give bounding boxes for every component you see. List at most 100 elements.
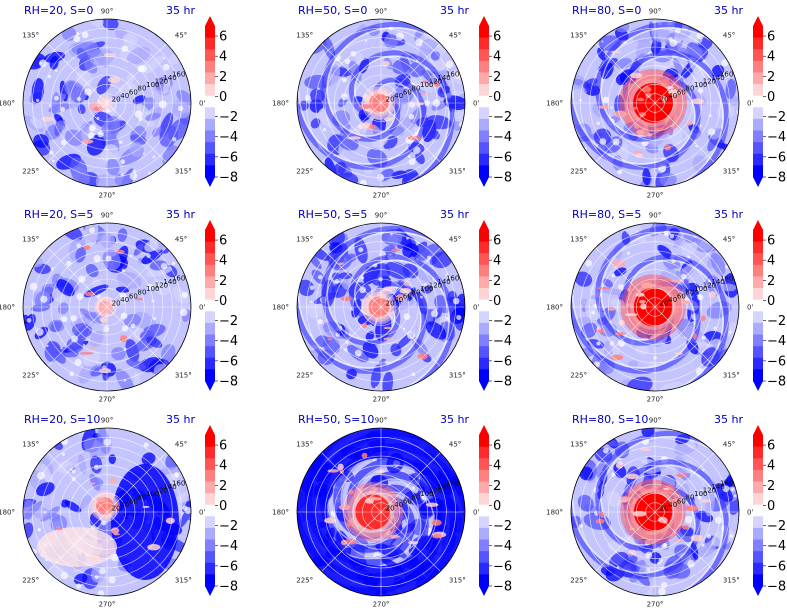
- contour-blob: [145, 112, 161, 121]
- contour-blob: [337, 463, 344, 471]
- panel-title: RH=80, S=0: [572, 4, 641, 17]
- colorbar-tick-label: −8: [493, 375, 512, 390]
- contour-blob: [64, 500, 82, 513]
- colorbar-tick-label: −8: [493, 171, 512, 186]
- contour-blob: [384, 360, 388, 364]
- contour-blob: [143, 442, 149, 448]
- contour-blob: [618, 496, 632, 502]
- grid-spoke: [47, 511, 108, 572]
- polar-frame: [296, 427, 466, 597]
- contour-blob: [36, 471, 45, 480]
- contour-blob: [23, 500, 43, 520]
- colorbar-swatch: [479, 516, 489, 529]
- contour-blob: [172, 286, 189, 305]
- contour-blob: [691, 98, 704, 105]
- colorbar-tick-label: −6: [219, 559, 238, 574]
- contour-blob: [341, 77, 347, 83]
- colorbar-tick-label: 6: [767, 234, 775, 249]
- colorbar-swatch: [479, 49, 489, 62]
- contour-blob: [64, 80, 87, 102]
- colorbar-tick-label: −8: [219, 375, 238, 390]
- angle-tick-label: 315°: [175, 371, 192, 379]
- colorbar-swatch: [753, 107, 763, 120]
- panel-time: 35 hr: [714, 4, 743, 17]
- polar-frame: [570, 18, 740, 188]
- contour-blob: [456, 314, 462, 320]
- colorbar-tick-label: −8: [219, 580, 238, 595]
- contour-blob: [602, 96, 610, 104]
- contour-blob: [370, 263, 391, 286]
- contour-blob: [603, 447, 609, 454]
- contour-blob: [406, 236, 409, 240]
- colorbar-swatch: [205, 446, 215, 459]
- polar-frame: [22, 18, 192, 188]
- contour-blob: [101, 520, 107, 526]
- colorbar: 6 4 2 0 −2 −4 −6 −8: [753, 425, 786, 596]
- contour-blob: [430, 130, 440, 140]
- angle-tick-label: 90°: [375, 8, 387, 16]
- colorbar-swatch: [479, 562, 489, 575]
- colorbar-tick-label: −8: [219, 171, 238, 186]
- contour-blob: [310, 300, 313, 303]
- colorbar-tick-label: 2: [767, 70, 775, 85]
- colorbar-swatch: [205, 435, 215, 448]
- colorbar-swatch: [479, 527, 489, 540]
- colorbar-tick-label: 0: [493, 90, 501, 105]
- contour-blob: [669, 39, 678, 47]
- colorbar-swatch: [753, 49, 763, 62]
- radial-tick-label: 140: [163, 74, 176, 82]
- contour-blob: [118, 140, 123, 145]
- contour-blob: [700, 498, 711, 503]
- radial-tick-label: 80: [137, 494, 146, 502]
- contour-blob: [647, 133, 653, 137]
- panel-time: 35 hr: [166, 208, 195, 221]
- angle-tick-label: 45°: [723, 32, 735, 40]
- colorbar-swatch: [205, 539, 215, 552]
- spiral-arm: [297, 66, 422, 165]
- polar-panel: 20 40 60 80 1001201401600°45°90°135°180°225°…: [0, 4, 238, 200]
- colorbar-swatch: [205, 562, 215, 575]
- angle-tick-label: 45°: [723, 236, 735, 244]
- angle-tick-label: 90°: [375, 212, 387, 220]
- contour-blob: [99, 368, 112, 374]
- contour-blob: [662, 77, 670, 85]
- colorbar-swatch: [479, 322, 489, 335]
- colorbar-swatch: [205, 241, 215, 254]
- angle-tick-label: 45°: [449, 32, 461, 40]
- contour-blob: [90, 101, 100, 108]
- panel-title: RH=50, S=0: [298, 4, 367, 17]
- contour-blob: [81, 31, 89, 39]
- contour-blob: [97, 130, 104, 138]
- contour-blob: [137, 65, 145, 73]
- radial-tick-label: 20: [112, 95, 121, 103]
- contour-blob: [171, 137, 177, 142]
- colorbar-swatch: [753, 142, 763, 155]
- contour-blob: [642, 86, 652, 93]
- contour-blob: [108, 576, 116, 584]
- contour-blob: [361, 276, 365, 280]
- contour-blob: [692, 332, 697, 340]
- contour-blob: [162, 56, 166, 60]
- contour-blob: [160, 262, 168, 270]
- angle-tick-label: 225°: [22, 371, 39, 379]
- contour-blob: [670, 498, 685, 501]
- contour-blob: [148, 171, 151, 175]
- contour-blob: [659, 474, 676, 487]
- colorbar-extend-top: [205, 16, 215, 26]
- contour-blob: [168, 118, 190, 141]
- radial-tick-label: 40: [120, 296, 129, 304]
- radial-tick-label: 120: [703, 78, 716, 86]
- contour-blob: [171, 261, 176, 266]
- grid-spoke: [47, 452, 108, 513]
- contour-blob: [729, 534, 734, 538]
- colorbar-swatch: [479, 107, 489, 120]
- colorbar-swatch: [205, 516, 215, 529]
- radial-tick-label: 80: [137, 289, 146, 297]
- colorbar-swatch: [205, 107, 215, 120]
- radial-tick-label: 40: [120, 92, 129, 100]
- colorbar-swatch: [479, 481, 489, 494]
- radial-tick-label: 160: [172, 70, 185, 78]
- contour-blob: [111, 464, 179, 580]
- contour-blob: [697, 88, 704, 94]
- contour-blob: [721, 59, 729, 67]
